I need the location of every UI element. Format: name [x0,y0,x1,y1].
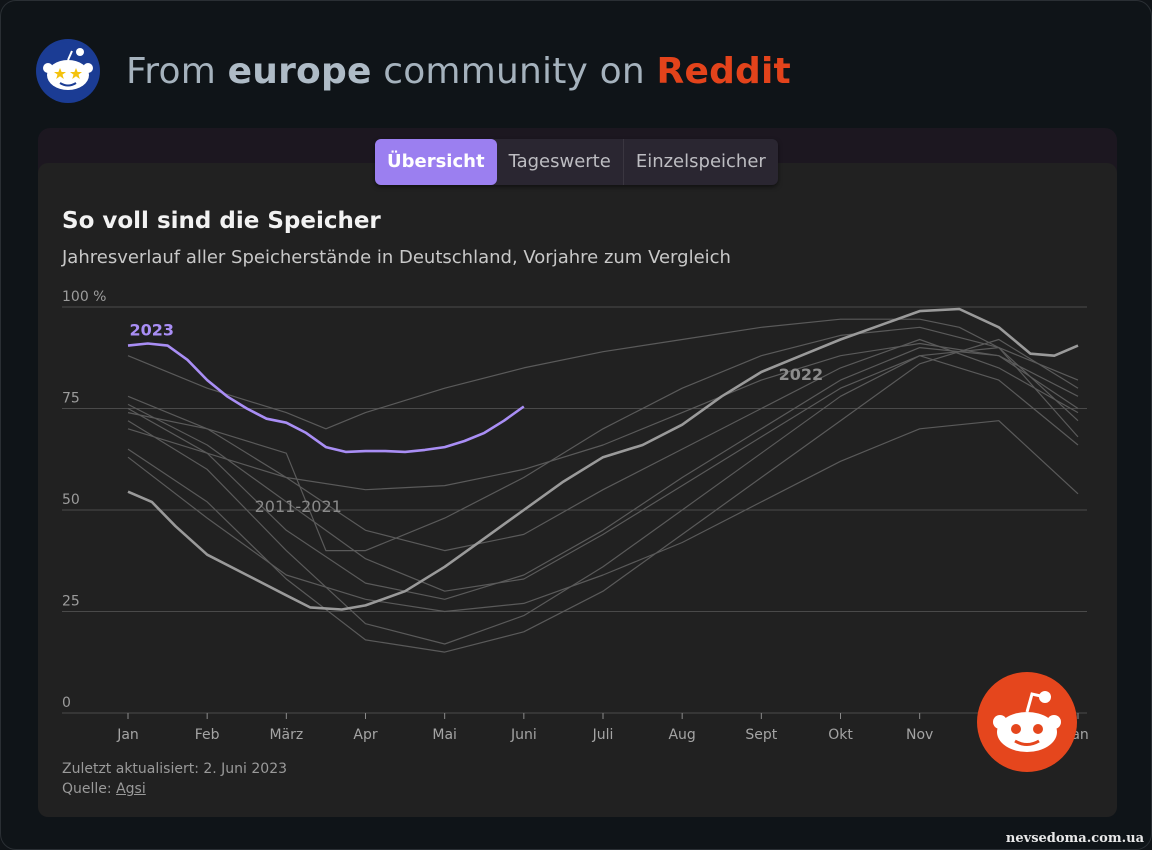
y-tick-label-0: 0 [62,695,71,711]
y-tick-label-100: 100 % [62,289,106,305]
series-line-2022 [127,307,1079,611]
community-name[interactable]: europe [227,50,372,92]
x-tick-label-7: Aug [668,727,695,743]
embed-header-text: From europe community on Reddit [126,51,791,92]
site-name[interactable]: Reddit [656,50,791,92]
reddit-badge[interactable] [977,672,1077,772]
series-line-history-6 [127,338,1079,653]
x-tick-label-9: Okt [828,727,853,743]
source-prefix: Quelle: [62,781,117,797]
community-avatar[interactable] [36,39,100,103]
y-tick-label-50: 50 [62,492,80,508]
annotation-label-0: 2023 [129,320,174,339]
y-tick-label-75: 75 [62,391,80,407]
view-tabs: Übersicht Tageswerte Einzelspeicher [375,139,778,185]
tab-tageswerte[interactable]: Tageswerte [497,139,624,185]
series-line-history-10 [127,347,1079,592]
x-tick-label-3: Apr [353,727,377,743]
series-line-history-2 [127,318,1079,430]
y-tick-label-25: 25 [62,594,80,610]
chart-footer: Zuletzt aktualisiert: 2. Juni 2023 Quell… [62,759,287,799]
header-middle: community on [371,50,657,92]
header-prefix: From [126,50,228,92]
tab-uebersicht[interactable]: Übersicht [375,139,497,185]
annotation-label-1: 2022 [779,365,824,384]
x-tick-label-6: Juli [592,727,614,743]
annotation-label-2: 2011-2021 [255,497,342,516]
last-updated: Zuletzt aktualisiert: 2. Juni 2023 [62,761,288,777]
source-link[interactable]: Agsi [116,781,146,797]
x-tick-label-8: Sept [745,727,777,743]
x-tick-label-2: März [269,727,303,743]
x-tick-label-1: Feb [195,727,220,743]
chart-title: So voll sind die Speicher [62,208,381,234]
chart-subtitle: Jahresverlauf aller Speicherstände in De… [62,247,731,268]
series-line-history-9 [127,326,1079,552]
x-tick-label-10: Nov [906,727,933,743]
tab-einzelspeicher[interactable]: Einzelspeicher [635,151,766,172]
x-tick-label-4: Mai [432,727,457,743]
watermark: nevsedoma.com.ua [1005,831,1144,846]
x-tick-label-5: Juni [510,727,537,743]
source-line: Quelle: Agsi [62,779,287,799]
reddit-alien-icon [993,691,1061,752]
reddit-snoo-icon [39,42,97,100]
chart-card [38,163,1117,817]
series-line-history-4 [127,347,1079,600]
series-line-2023 [127,342,525,454]
series-line-history-8 [127,420,1079,613]
embed-header: From europe community on Reddit [36,38,791,104]
series-line-history-7 [127,342,1079,491]
x-tick-label-0: Jan [116,727,139,743]
